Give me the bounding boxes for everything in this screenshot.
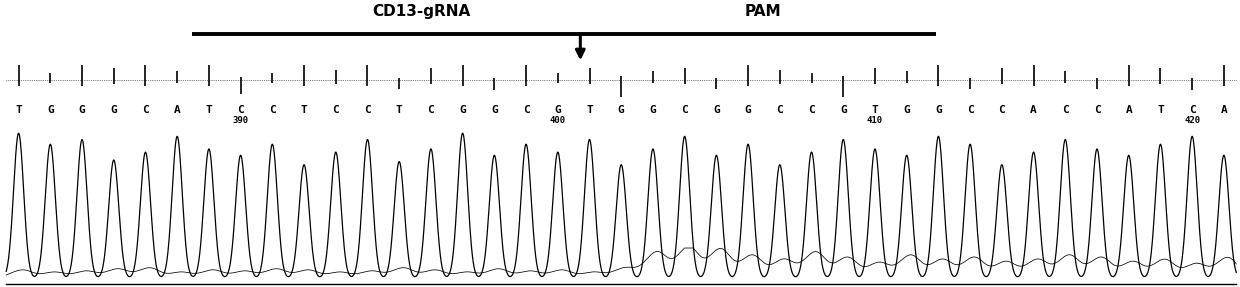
Text: C: C — [808, 106, 815, 115]
Text: G: G — [110, 106, 117, 115]
Text: G: G — [839, 106, 847, 115]
Text: T: T — [587, 106, 593, 115]
Text: G: G — [554, 106, 562, 115]
Text: A: A — [1220, 106, 1228, 115]
Text: C: C — [332, 106, 340, 115]
Text: 390: 390 — [233, 116, 249, 125]
Text: A: A — [1126, 106, 1132, 115]
Text: 420: 420 — [1184, 116, 1200, 125]
Text: C: C — [269, 106, 275, 115]
Text: G: G — [47, 106, 53, 115]
Text: G: G — [459, 106, 466, 115]
Text: G: G — [618, 106, 625, 115]
Text: G: G — [78, 106, 86, 115]
Text: G: G — [903, 106, 910, 115]
Text: A: A — [1030, 106, 1037, 115]
Text: CD13-gRNA: CD13-gRNA — [372, 4, 471, 19]
Text: 400: 400 — [549, 116, 565, 125]
Text: PAM: PAM — [744, 4, 781, 19]
Text: T: T — [1157, 106, 1164, 115]
Text: T: T — [872, 106, 878, 115]
Text: C: C — [143, 106, 149, 115]
Text: G: G — [650, 106, 656, 115]
Text: T: T — [206, 106, 212, 115]
Text: G: G — [745, 106, 751, 115]
Text: T: T — [396, 106, 403, 115]
Text: C: C — [1061, 106, 1069, 115]
Text: C: C — [237, 106, 244, 115]
Text: C: C — [428, 106, 434, 115]
Text: T: T — [15, 106, 22, 115]
Text: T: T — [300, 106, 308, 115]
Text: A: A — [174, 106, 181, 115]
Text: C: C — [967, 106, 973, 115]
Text: C: C — [998, 106, 1006, 115]
Text: G: G — [935, 106, 942, 115]
Text: C: C — [776, 106, 784, 115]
Text: 410: 410 — [867, 116, 883, 125]
Text: C: C — [1094, 106, 1100, 115]
Text: G: G — [713, 106, 719, 115]
Text: G: G — [491, 106, 497, 115]
Text: C: C — [681, 106, 688, 115]
Text: C: C — [365, 106, 371, 115]
Text: C: C — [1189, 106, 1195, 115]
Text: C: C — [523, 106, 529, 115]
